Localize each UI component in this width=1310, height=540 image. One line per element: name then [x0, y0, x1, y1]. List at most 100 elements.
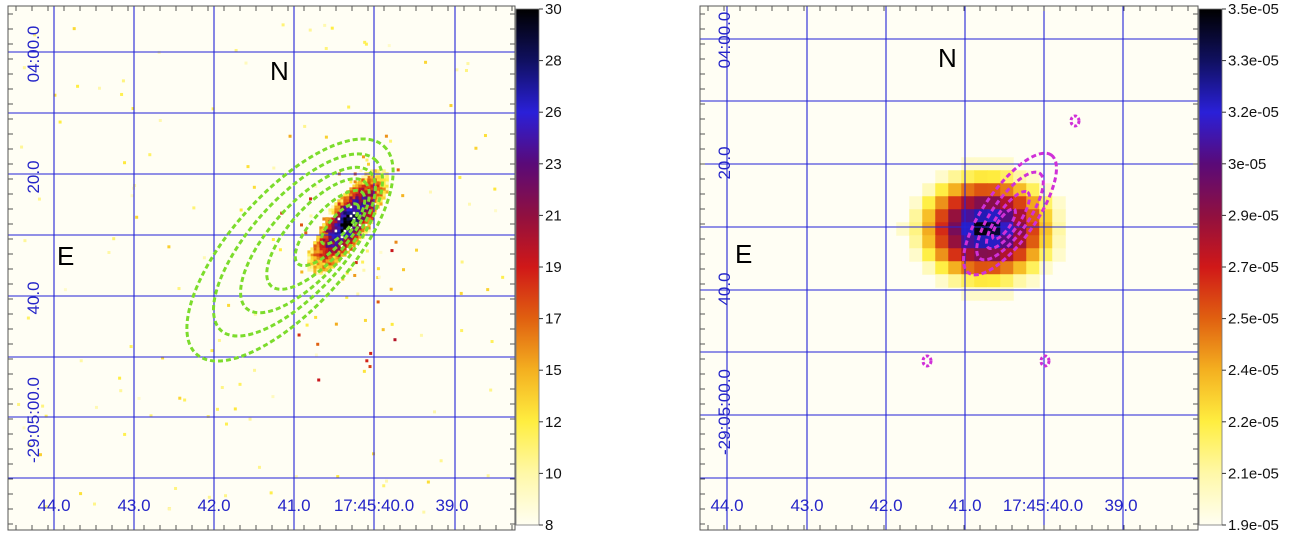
heatmap-pixel [314, 353, 318, 357]
heatmap-pixel [987, 170, 1001, 184]
heatmap-pixel [328, 208, 332, 212]
heatmap-pixel [370, 199, 374, 203]
ra-tick-label: 17:45:40.0 [334, 496, 414, 515]
heatmap-pixel [909, 196, 923, 210]
heatmap-pixel [365, 249, 369, 253]
heatmap-pixel [355, 181, 359, 185]
heatmap-pixel [319, 271, 323, 275]
heatmap-pixel [343, 217, 347, 221]
heatmap-pixel [130, 194, 134, 198]
heatmap-pixel [328, 247, 332, 251]
heatmap-pixel [58, 120, 62, 124]
heatmap-pixel [362, 268, 366, 272]
ra-tick-label: 44.0 [710, 496, 743, 515]
heatmap-pixel [355, 217, 359, 221]
heatmap-pixel [346, 208, 350, 212]
heatmap-pixel [280, 211, 284, 215]
heatmap-pixel [316, 247, 320, 251]
heatmap-pixel [309, 214, 313, 218]
heatmap-pixel [135, 215, 139, 219]
heatmap-pixel [1000, 287, 1014, 301]
heatmap-pixel [373, 205, 377, 209]
heatmap-pixel [119, 389, 123, 393]
heatmap-pixel [370, 187, 374, 191]
heatmap-pixel [364, 208, 368, 212]
heatmap-pixel [334, 241, 338, 245]
heatmap-pixel [379, 169, 383, 173]
heatmap-pixel [328, 232, 332, 236]
heatmap-pixel [367, 181, 371, 185]
heatmap-pixel [349, 241, 353, 245]
heatmap-pixel [349, 223, 353, 227]
heatmap-pixel [373, 184, 377, 188]
heatmap-pixel [349, 199, 353, 203]
heatmap-pixel [352, 208, 356, 212]
heatmap-pixel [319, 226, 323, 230]
colorbar-tick-label: 3.5e-05 [1228, 1, 1279, 18]
heatmap-pixel [340, 214, 344, 218]
heatmap-pixel [460, 329, 464, 333]
heatmap-pixel [379, 202, 383, 206]
heatmap-pixel [174, 486, 178, 490]
heatmap-pixel [370, 190, 374, 194]
heatmap-pixel [896, 222, 910, 236]
contour-levels [185, 137, 395, 363]
heatmap-pixel [987, 274, 1001, 288]
heatmap-pixel [361, 178, 365, 182]
heatmap-pixel [355, 184, 359, 188]
heatmap-pixel [337, 211, 341, 215]
heatmap-pixel [322, 235, 326, 239]
heatmap-pixel [460, 260, 464, 264]
heatmap-pixel [358, 187, 362, 191]
heatmap-pixel [340, 220, 344, 224]
heatmap-pixel [300, 270, 304, 274]
heatmap-pixel [319, 244, 323, 248]
heatmap-pixel [1039, 261, 1053, 275]
heatmap-pixel [373, 175, 377, 179]
heatmap-pixel [935, 183, 949, 197]
contour-island [921, 354, 933, 368]
heatmap-pixel [316, 241, 320, 245]
heatmap-pixel [364, 232, 368, 236]
heatmap-pixel [319, 250, 323, 254]
colorbar-tick-label: 2.5e-05 [1228, 311, 1279, 328]
heatmap-pixel [322, 238, 326, 242]
heatmap-pixel [1039, 222, 1053, 236]
heatmap-pixel [129, 345, 133, 349]
heatmap-pixel [332, 255, 336, 259]
heatmap-pixel [376, 178, 380, 182]
ra-tick-label: 44.0 [37, 496, 70, 515]
heatmap-pixel [393, 338, 397, 342]
heatmap-pixel [281, 23, 285, 27]
heatmap-pixel [365, 359, 369, 363]
heatmap-pixel [361, 187, 365, 191]
heatmap-pixel [364, 42, 368, 46]
heatmap-pixel [271, 395, 275, 399]
heatmap-pixel [313, 247, 317, 251]
heatmap-pixel [33, 33, 37, 37]
heatmap-pixel [328, 211, 332, 215]
heatmap-pixel [331, 265, 335, 269]
heatmap-pixel [211, 107, 215, 111]
heatmap-pixel [370, 208, 374, 212]
heatmap-pixel [346, 214, 350, 218]
heatmap-pixel [364, 187, 368, 191]
ra-tick-label: 17:45:40.0 [1003, 496, 1083, 515]
heatmap-pixel [328, 217, 332, 221]
heatmap-pixel [322, 244, 326, 248]
heatmap-pixel [948, 235, 962, 249]
heatmap-pixel [322, 253, 326, 257]
heatmap-pixel [382, 184, 386, 188]
heatmap-pixel [345, 295, 349, 299]
heatmap-pixel [325, 268, 329, 272]
heatmap-pixel [334, 223, 338, 227]
heatmap-pixel [367, 184, 371, 188]
dec-tick-label: 04:00.0 [715, 12, 734, 69]
heatmap-pixel [314, 315, 318, 319]
heatmap-pixel [1052, 235, 1066, 249]
panel-right: 44.0 43.0 42.0 41.0 17:45:40.0 39.0 04:0… [699, 1, 1279, 534]
dec-tick-label: 04:00.0 [24, 26, 43, 83]
heatmap-pixel [252, 185, 256, 189]
heatmap-pixel [343, 244, 347, 248]
